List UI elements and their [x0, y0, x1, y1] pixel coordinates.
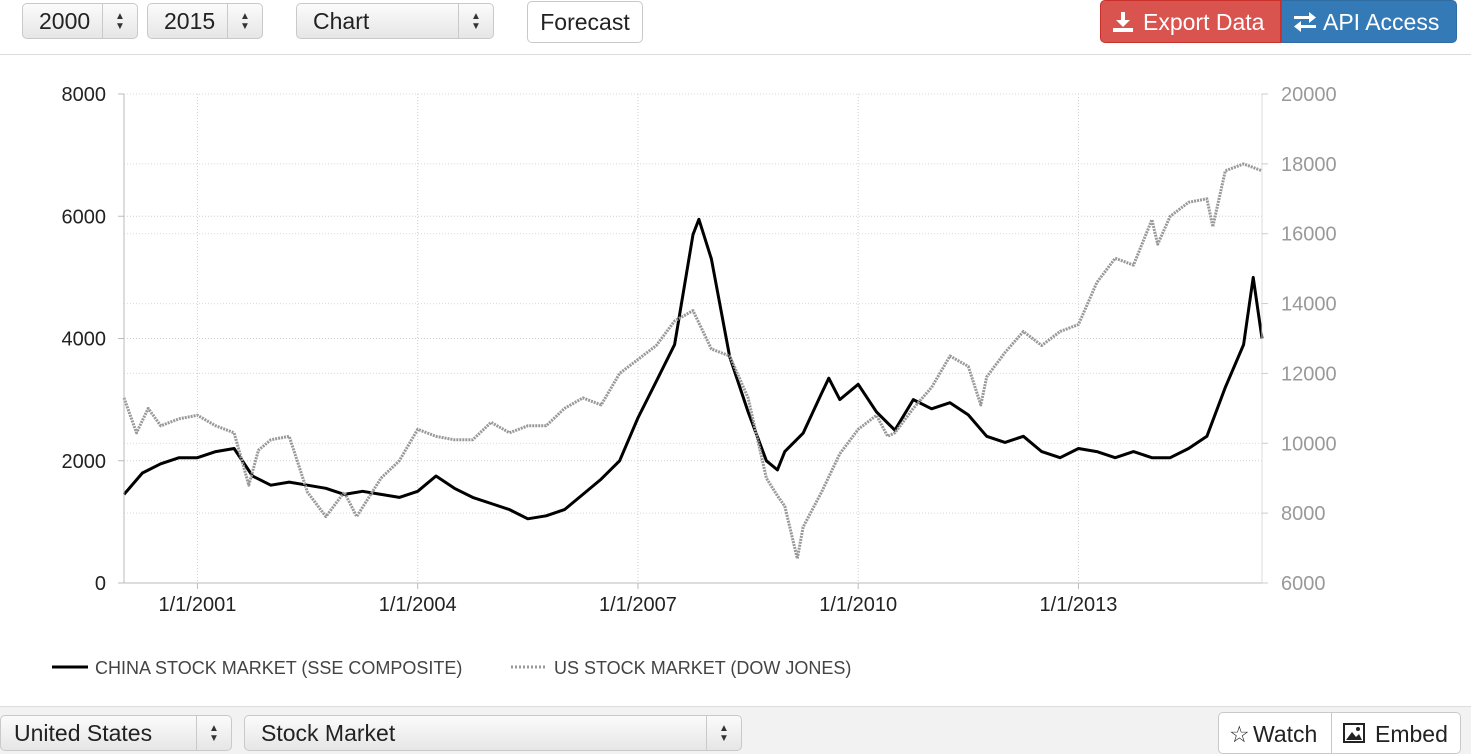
y-right-tick-label: 18000: [1281, 154, 1337, 176]
x-tick-label: 1/1/2007: [599, 594, 677, 616]
y-right-tick-label: 8000: [1281, 503, 1326, 525]
select-arrows-icon: ▲ ▼: [227, 4, 262, 38]
y-left-tick-label: 6000: [62, 206, 107, 228]
indicator-select[interactable]: Stock Market ▲ ▼: [244, 715, 742, 751]
watch-button[interactable]: ☆ Watch: [1218, 712, 1332, 754]
toolbar: 2000 ▲ ▼ 2015 ▲ ▼ Chart ▲ ▼ Forecast Export…: [0, 0, 1471, 55]
y-left-tick-label: 0: [95, 573, 106, 595]
chart-legend: CHINA STOCK MARKET (SSE COMPOSITE) US STO…: [52, 658, 851, 678]
y-left-tick-label: 8000: [62, 84, 107, 106]
forecast-label: Forecast: [540, 9, 630, 35]
embed-button[interactable]: Embed: [1331, 712, 1461, 754]
export-data-label: Export Data: [1143, 9, 1265, 35]
y-right-tick-label: 16000: [1281, 224, 1337, 246]
x-tick-label: 1/1/2001: [158, 594, 236, 616]
forecast-button[interactable]: Forecast: [527, 1, 643, 43]
x-tick-label: 1/1/2010: [819, 594, 897, 616]
star-icon: ☆: [1229, 721, 1250, 747]
view-type-value: Chart: [313, 8, 370, 34]
y-right-tick-label: 6000: [1281, 573, 1326, 595]
chart-grid: [124, 93, 1262, 584]
select-arrows-icon: ▲ ▼: [458, 4, 493, 38]
footer-bar: United States ▲ ▼ Stock Market ▲ ▼ ☆ Watch…: [0, 706, 1471, 754]
y-left-tick-label: 2000: [62, 451, 107, 473]
exchange-arrows-icon: [1293, 1, 1317, 44]
legend-label: CHINA STOCK MARKET (SSE COMPOSITE): [95, 658, 462, 678]
chart-series: [122, 162, 1264, 561]
us-dow-jones-line: [122, 162, 1263, 561]
select-arrows-icon: ▲ ▼: [706, 716, 741, 750]
image-icon: [1343, 713, 1365, 755]
y-right-tick-label: 14000: [1281, 294, 1337, 316]
api-access-label: API Access: [1323, 9, 1440, 35]
end-year-value: 2015: [164, 8, 216, 34]
download-icon: [1112, 1, 1134, 44]
export-data-button[interactable]: Export Data: [1100, 0, 1281, 43]
watch-label: Watch: [1253, 721, 1318, 747]
start-year-select[interactable]: 2000 ▲ ▼: [22, 3, 138, 39]
embed-label: Embed: [1375, 721, 1448, 747]
select-arrows-icon: ▲ ▼: [102, 4, 137, 38]
api-access-button[interactable]: API Access: [1281, 0, 1457, 43]
stock-market-chart: 0 2000 4000 6000 8000 6000 8000 10000 12000 14000…: [52, 84, 1337, 678]
y-right-tick-label: 10000: [1281, 433, 1337, 455]
country-select[interactable]: United States ▲ ▼: [0, 715, 232, 751]
end-year-select[interactable]: 2015 ▲ ▼: [147, 3, 263, 39]
y-right-tick-label: 12000: [1281, 363, 1337, 385]
indicator-value: Stock Market: [261, 720, 396, 746]
select-arrows-icon: ▲ ▼: [196, 716, 231, 750]
x-tick-label: 1/1/2013: [1040, 594, 1118, 616]
legend-label: US STOCK MARKET (DOW JONES): [554, 658, 851, 678]
start-year-value: 2000: [39, 8, 91, 34]
x-tick-label: 1/1/2004: [379, 594, 457, 616]
country-value: United States: [14, 720, 153, 746]
y-left-tick-label: 4000: [62, 329, 107, 351]
chart-axes: 0 2000 4000 6000 8000 6000 8000 10000 12000 14000…: [62, 84, 1337, 616]
china-sse-composite-line: [122, 217, 1264, 521]
y-right-tick-label: 20000: [1281, 84, 1337, 106]
view-type-select[interactable]: Chart ▲ ▼: [296, 3, 494, 39]
